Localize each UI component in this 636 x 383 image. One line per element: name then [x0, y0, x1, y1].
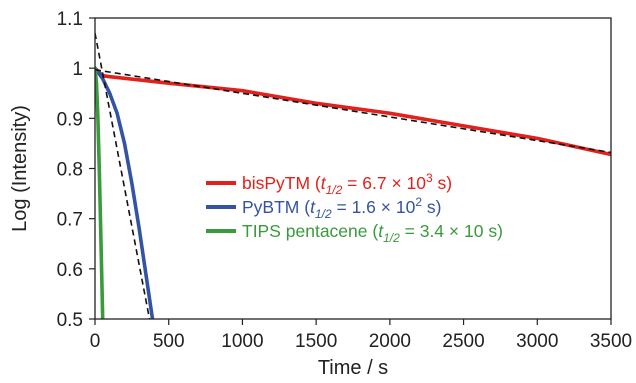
x-tick-label-2000: 2000 [369, 331, 411, 352]
x-tick-label-1000: 1000 [221, 331, 263, 352]
fit-line-2 [95, 32, 151, 319]
plot-frame [94, 17, 612, 320]
series-line-bispytm [95, 66, 611, 157]
fit-line-1 [95, 68, 611, 154]
y-tick-label-0.8: 0.8 [57, 160, 83, 181]
y-tick-label-0.9: 0.9 [57, 109, 83, 130]
x-tick-label-3500: 3500 [590, 331, 632, 352]
x-tick-label-3000: 3000 [516, 331, 558, 352]
y-tick-label-1.1: 1.1 [57, 9, 83, 30]
legend: bisPyTM (t1/2 = 6.7 × 103 s)PyBTM (t1/2 … [206, 171, 503, 245]
y-tick-label-0.6: 0.6 [57, 260, 83, 281]
series-line-tips [95, 66, 105, 319]
legend-label-tips: TIPS pentacene (t1/2 = 3.4 × 10 s) [242, 221, 503, 245]
y-tick-label-1: 1 [72, 59, 83, 80]
y-tick-label-0.7: 0.7 [57, 210, 83, 231]
x-tick-label-1500: 1500 [295, 331, 337, 352]
y-axis-title: Log (Intensity) [9, 105, 31, 232]
legend-label-bispytm: bisPyTM (t1/2 = 6.7 × 103 s) [242, 171, 452, 197]
legend-label-pybtm: PyBTM (t1/2 = 1.6 × 102 s) [242, 195, 441, 221]
plot-area [95, 32, 611, 319]
y-tick-label-0.5: 0.5 [57, 310, 83, 331]
x-tick-label-0: 0 [90, 331, 101, 352]
x-tick-label-2500: 2500 [442, 331, 484, 352]
x-tick-label-500: 500 [153, 331, 185, 352]
x-axis-title: Time / s [318, 357, 388, 379]
